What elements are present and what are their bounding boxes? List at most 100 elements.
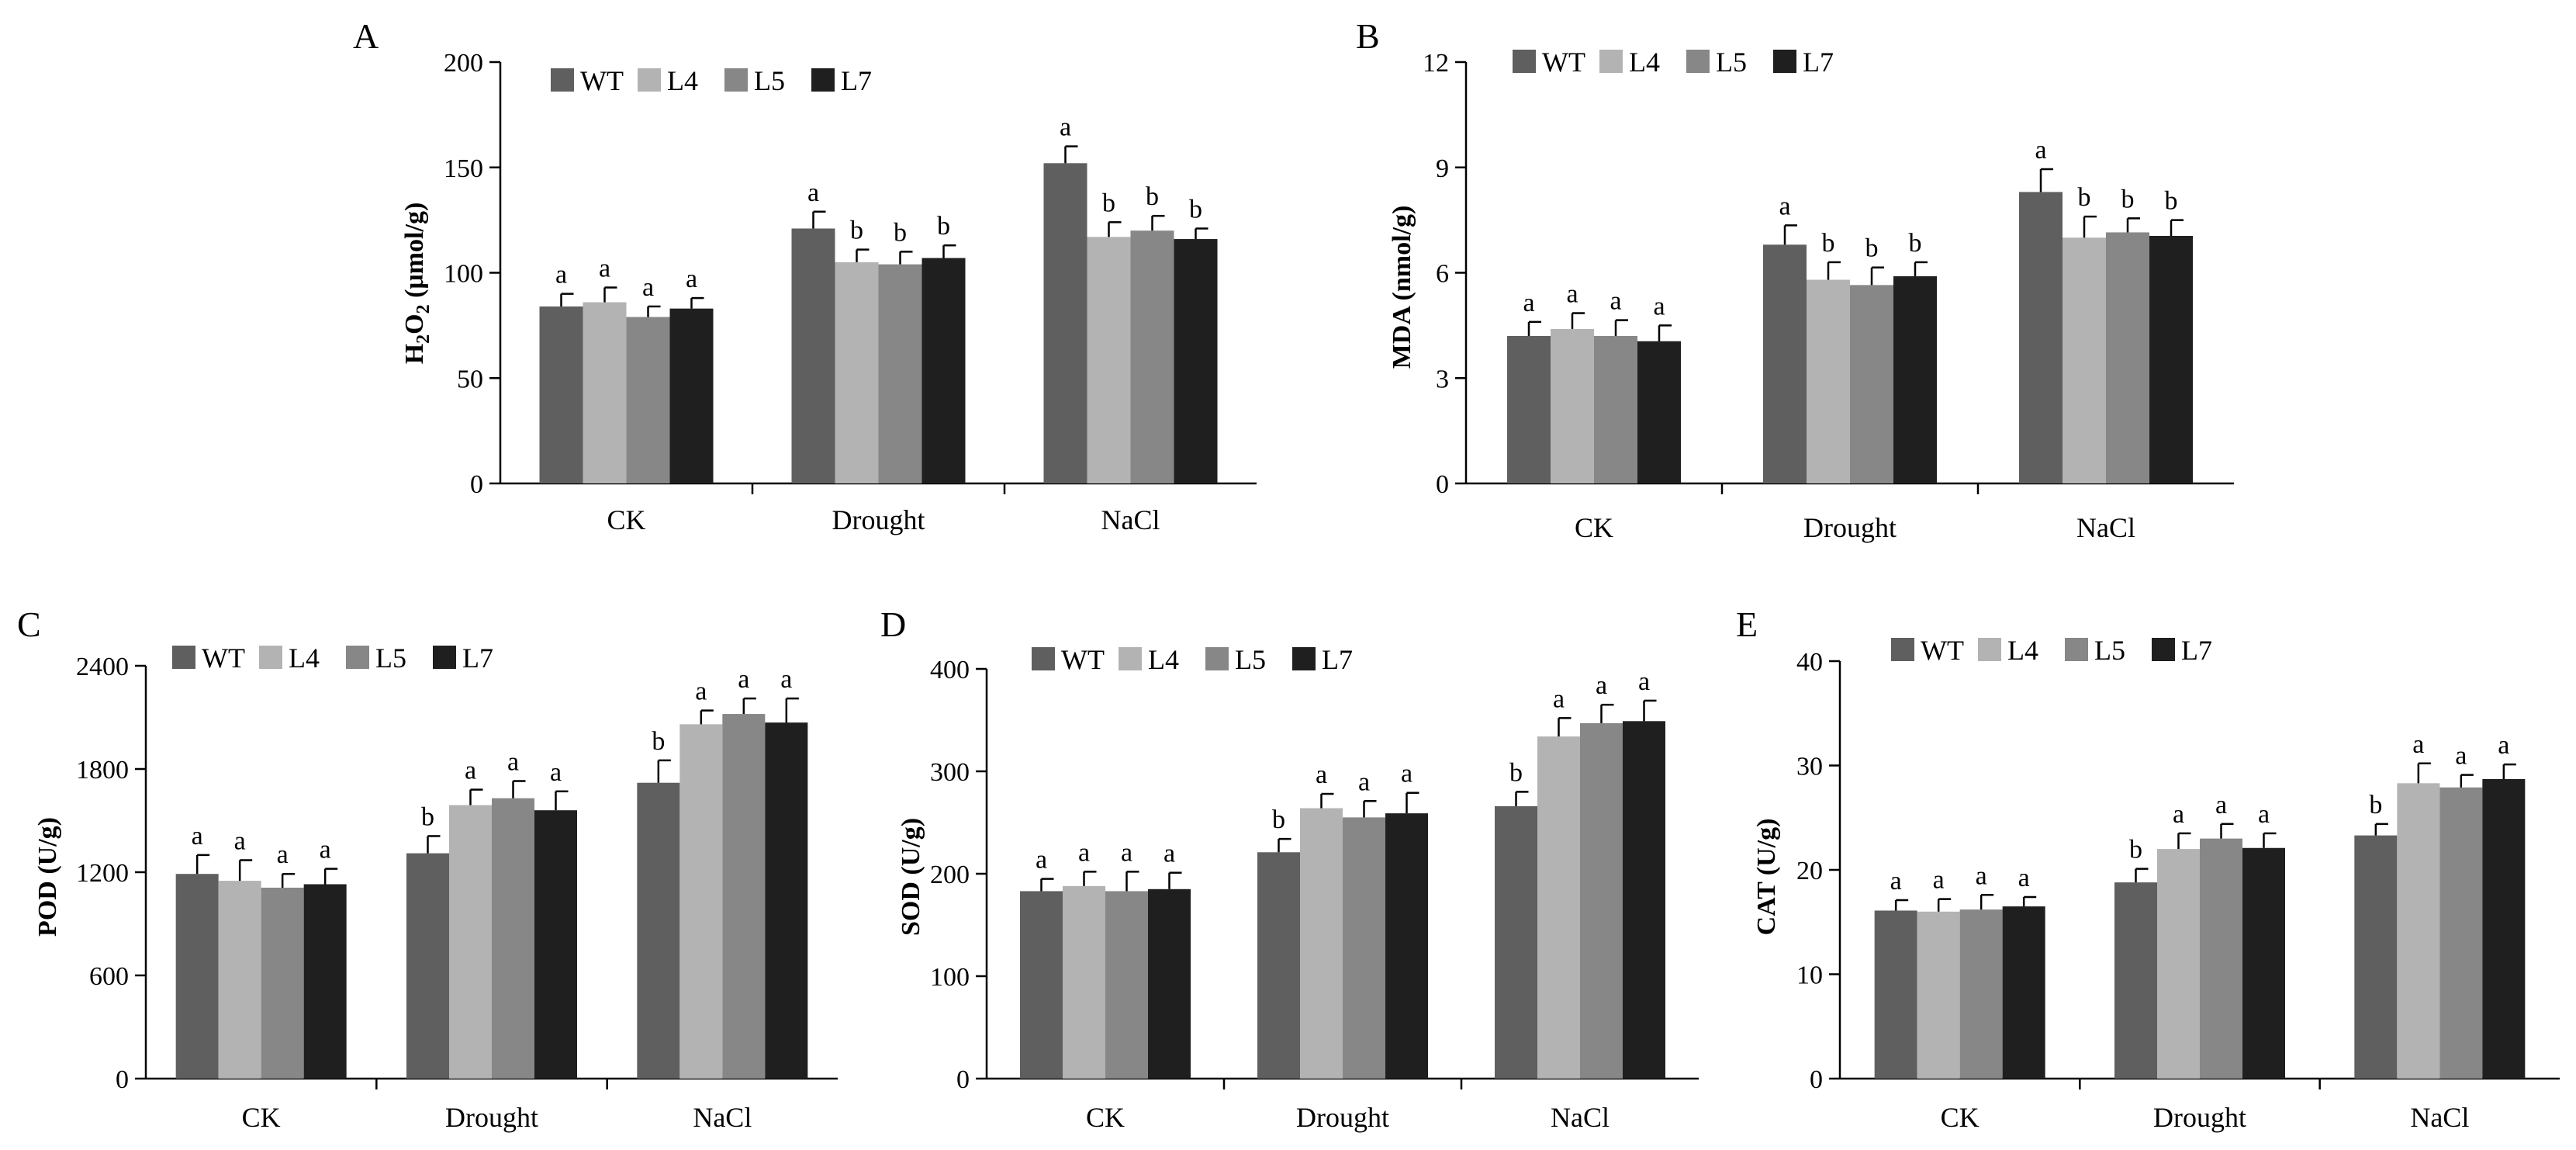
panel-c-y-tick-label: 600	[89, 962, 129, 991]
panel-a-category-label: Drought	[832, 504, 925, 535]
panel-d-legend-label: L5	[1235, 644, 1266, 675]
panel-a-y-tick-label: 150	[444, 154, 483, 183]
panel-d-legend-label: WT	[1061, 644, 1105, 675]
panel-a-legend-swatch-l4	[638, 68, 661, 92]
panel-e-significance-letter: a	[2412, 730, 2424, 759]
panel-e-significance-letter: a	[1890, 867, 1902, 895]
panel-d-y-tick-label: 400	[930, 656, 970, 684]
panel-e: E CAT (U/g) 0 10 20 30 40 CK a a a a Drought b a a a Na…	[1736, 604, 2560, 1133]
panel-d-plot: 0 100 200 300 400 CK a a a a Drought b a a a NaCl b a a a WT…	[930, 644, 1699, 1133]
panel-d-legend-swatch-wt	[1032, 647, 1055, 670]
panel-b-y-tick-label: 6	[1436, 260, 1449, 289]
panel-a-letter: A	[353, 16, 379, 56]
panel-a-y-tick-label: 0	[470, 470, 483, 499]
panel-a-bar-wt	[539, 306, 583, 483]
panel-b-bar-wt	[1507, 335, 1551, 483]
panel-a-significance-letter: a	[1060, 113, 1071, 142]
panel-d-bar-wt	[1020, 891, 1063, 1079]
panel-d-legend-label: L7	[1322, 644, 1353, 675]
panel-a-bar-l4	[1087, 237, 1131, 483]
panel-c-y-tick-label: 2400	[76, 653, 129, 681]
panel-a-category-label: NaCl	[1101, 504, 1160, 535]
panel-b-y-axis-title: MDA (nmol/g)	[1388, 206, 1416, 369]
panel-e-bar-l5	[2200, 838, 2242, 1079]
panel-a-legend-label: L4	[667, 65, 698, 96]
panel-e-significance-letter: b	[2129, 836, 2142, 864]
panel-b-legend-swatch-wt	[1513, 50, 1536, 73]
panel-d-bar-l7	[1385, 813, 1428, 1079]
panel-a-bar-l7	[921, 258, 966, 483]
panel-b-bar-l5	[2106, 232, 2149, 483]
panel-e-y-axis-title: CAT (U/g)	[1752, 819, 1781, 936]
panel-e-legend-label: L5	[2094, 635, 2125, 666]
panel-c-category-label: CK	[242, 1102, 281, 1133]
panel-e-y-tick-label: 10	[1796, 961, 1823, 990]
panel-b-legend-swatch-l5	[1686, 50, 1710, 73]
panel-c-significance-letter: a	[738, 665, 749, 694]
panel-c-significance-letter: a	[695, 677, 707, 706]
panel-e-y-tick-label: 20	[1796, 857, 1823, 885]
panel-d-bar-wt	[1495, 805, 1537, 1079]
panel-e-significance-letter: a	[2018, 864, 2030, 892]
panel-d-category-label: CK	[1086, 1102, 1125, 1133]
panel-a-significance-letter: a	[642, 273, 654, 302]
panel-a-y-tick-label: 50	[457, 365, 483, 393]
panel-c-legend-label: L5	[375, 643, 406, 674]
panel-c-bar-l7	[303, 884, 347, 1079]
panel-c-legend-label: L7	[462, 643, 493, 674]
panel-e-legend-swatch-l7	[2152, 638, 2175, 661]
panel-e-significance-letter: a	[2455, 742, 2467, 771]
panel-d-significance-letter: a	[1638, 667, 1650, 696]
panel-a-bar-l5	[878, 264, 922, 483]
panel-a-legend-label: L5	[754, 65, 785, 96]
panel-d-significance-letter: a	[1401, 760, 1412, 788]
panel-c-legend-swatch-l4	[259, 646, 282, 669]
panel-d-significance-letter: a	[1553, 684, 1565, 713]
panel-e-bar-wt	[2354, 835, 2398, 1079]
panel-c-significance-letter: a	[465, 757, 476, 785]
panel-e-bar-l4	[2397, 783, 2440, 1079]
panel-a-y-axis-title: H2O2 (μmol/g)	[400, 203, 434, 365]
panel-e-bar-l4	[1917, 911, 1960, 1079]
panel-e-significance-letter: a	[1976, 861, 1987, 890]
panel-d-category-label: Drought	[1296, 1102, 1389, 1133]
panel-a-bar-wt	[1043, 163, 1087, 483]
panel-e-legend-label: L4	[2007, 635, 2038, 666]
panel-b-significance-letter: a	[1566, 280, 1578, 309]
panel-c-legend-swatch-wt	[172, 646, 195, 669]
panel-c-bar-wt	[175, 874, 219, 1079]
panel-a-bar-wt	[791, 228, 835, 483]
panel-e-bar-l4	[2157, 849, 2200, 1079]
panel-d-legend-label: L4	[1148, 644, 1179, 675]
panel-d-significance-letter: b	[1509, 758, 1523, 787]
panel-c-significance-letter: a	[234, 826, 246, 855]
panel-a-significance-letter: a	[599, 255, 610, 283]
panel-b-bar-wt	[1763, 244, 1807, 483]
panel-b-category-label: Drought	[1803, 512, 1897, 543]
panel-e-bar-wt	[1874, 910, 1917, 1079]
panel-c-significance-letter: a	[277, 840, 289, 869]
panel-c: C POD (U/g) 0 600 1200 1800 2400 CK a a a a Drough…	[17, 604, 838, 1133]
panel-a-bar-l7	[669, 308, 714, 483]
panel-b-bar-l7	[1893, 276, 1937, 483]
panel-d: D SOD (U/g) 0 100 200 300 400 CK a a a a Drought b a…	[880, 604, 1699, 1133]
panel-b-bar-l7	[2149, 235, 2193, 483]
panel-a-significance-letter: b	[1189, 195, 1202, 223]
panel-e-legend-swatch-wt	[1891, 638, 1914, 661]
panel-a-legend-swatch-l7	[811, 68, 835, 92]
panel-b-legend-swatch-l4	[1599, 50, 1623, 73]
panel-b-significance-letter: a	[1523, 289, 1534, 317]
panel-d-category-label: NaCl	[1551, 1102, 1610, 1133]
panel-c-bar-l4	[679, 724, 723, 1079]
panel-e-bar-l7	[2002, 906, 2045, 1079]
panel-c-bar-l4	[218, 881, 261, 1079]
panel-e-legend-label: L7	[2181, 635, 2212, 666]
panel-a-legend-label: L7	[841, 65, 872, 96]
panel-c-bar-l5	[722, 714, 766, 1079]
panel-d-legend-swatch-l5	[1205, 647, 1229, 670]
panel-b-significance-letter: b	[2121, 185, 2135, 213]
panel-b-significance-letter: a	[2035, 136, 2046, 165]
panel-a-significance-letter: a	[555, 261, 567, 289]
panel-e-bar-l5	[2439, 787, 2483, 1079]
panel-e-bar-l7	[2242, 847, 2285, 1079]
